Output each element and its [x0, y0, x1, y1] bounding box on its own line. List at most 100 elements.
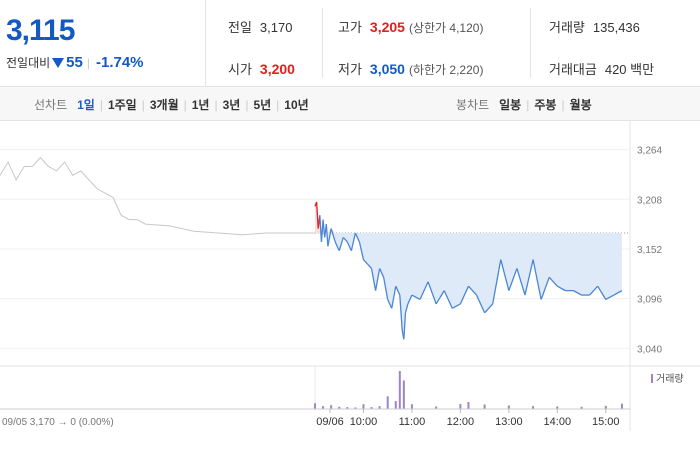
price-segment [399, 295, 403, 331]
tab-10y[interactable]: 10년 [284, 98, 309, 112]
tab-3y[interactable]: 3년 [222, 98, 241, 112]
volume-bar [362, 404, 365, 409]
y-tick-label: 3,208 [637, 195, 662, 206]
price-segment [391, 286, 397, 309]
stat-volume: 거래량 135,436 [549, 17, 640, 36]
x-tick-label: 11:00 [399, 416, 426, 428]
price-segment [404, 303, 409, 313]
change-value: 55 [66, 54, 83, 71]
tab-1y[interactable]: 1년 [191, 98, 210, 112]
tab-separator: | [245, 98, 249, 112]
stat-high: 고가 3,205 (상한가 4,120) [338, 17, 483, 36]
volume-bar [483, 404, 486, 409]
y-tick-label: 3,040 [637, 344, 662, 355]
price-segment [451, 303, 461, 309]
tab-separator: | [214, 98, 218, 112]
prev-day-line [0, 156, 315, 236]
volume-legend: 거래량 [656, 373, 684, 385]
stat-value: 3,200 [259, 61, 295, 77]
line-chart-tabs: 선차트 1일 | 1주일 | 3개월 | 1년 | 3년 | 5년 | 10년 [34, 96, 309, 113]
price-segment [516, 268, 526, 296]
price-segment [370, 268, 377, 291]
price-segment [492, 259, 502, 305]
stat-turnover: 거래대금 420 백만 [549, 59, 654, 78]
upper-limit: (상한가 4,120) [408, 21, 484, 35]
price-segment [475, 294, 486, 314]
divider [322, 8, 323, 78]
price-segment [374, 268, 381, 291]
tab-monthly[interactable]: 월봉 [569, 98, 592, 112]
stat-value: 135,436 [592, 20, 640, 35]
volume-bar [467, 402, 470, 409]
price-segment [346, 241, 352, 251]
price-segment [407, 294, 413, 305]
price-segment [484, 303, 494, 314]
price-segment [435, 290, 445, 305]
price-box: 3,115 전일대비 55 | -1.74% [0, 0, 206, 86]
stat-value: 3,170 [259, 20, 293, 35]
tab-daily[interactable]: 일봉 [499, 98, 522, 112]
volume-bar [532, 406, 535, 409]
volume-bar [580, 406, 583, 409]
x-tick-label: 10:00 [350, 416, 378, 428]
price-segment [548, 276, 558, 287]
volume-legend-swatch [651, 374, 653, 383]
stat-label: 거래량 [549, 20, 585, 35]
volume-bar [604, 405, 607, 409]
stat-value: 3,205 [369, 19, 405, 35]
current-price: 3,115 [6, 14, 75, 47]
tab-5y[interactable]: 5년 [253, 98, 272, 112]
price-segment [334, 241, 340, 251]
tab-separator: | [183, 98, 187, 112]
stat-label: 저가 [338, 62, 362, 77]
price-segment [362, 259, 368, 265]
tab-3m[interactable]: 3개월 [149, 98, 179, 112]
price-segment [387, 299, 393, 309]
volume-bar [314, 403, 316, 409]
price-segment [379, 268, 385, 278]
chart-tabs: 선차트 1일 | 1주일 | 3개월 | 1년 | 3년 | 5년 | 10년 봉차트 일봉 | 주봉 | 월봉 [0, 87, 700, 121]
volume-bar [330, 405, 333, 409]
price-segment [459, 285, 470, 305]
chart-area: 3,264 3,208 3,152 3,096 3,040 거래량 09/05 3,170 … [0, 121, 700, 450]
volume-bar [410, 404, 413, 409]
below-prev-fill [315, 232, 622, 340]
stat-label: 시가 [228, 62, 252, 77]
tab-1w[interactable]: 1주일 [107, 98, 137, 112]
tab-separator: | [141, 98, 145, 112]
volume-bar [507, 405, 510, 409]
down-triangle-icon [52, 58, 65, 68]
divider [530, 8, 531, 78]
volume-bar [322, 406, 325, 409]
lower-limit: (하한가 2,220) [408, 63, 484, 77]
price-segment [315, 201, 319, 229]
x-tick-label: 12:00 [447, 416, 475, 428]
tab-separator: | [526, 98, 530, 112]
x-tick-label: 09/06 [316, 416, 344, 428]
price-segment [327, 228, 332, 247]
volume-bar [394, 401, 397, 409]
price-segment [443, 290, 453, 309]
candle-chart-label: 봉차트 [456, 98, 490, 112]
tab-1d[interactable]: 1일 [77, 98, 95, 112]
volume-bar [386, 396, 389, 409]
tab-separator: | [99, 98, 103, 112]
price-segment [597, 285, 607, 300]
volume-bar [398, 371, 401, 409]
price-segment [325, 224, 329, 247]
price-segment [330, 228, 336, 243]
change-label: 전일대비 [6, 56, 51, 70]
volume-bar [370, 407, 373, 409]
stat-label: 전일 [228, 20, 252, 35]
price-segment [342, 236, 348, 243]
stat-label: 고가 [338, 20, 362, 35]
price-segment [383, 277, 389, 300]
tab-separator: | [276, 98, 280, 112]
volume-bar [620, 403, 623, 409]
stat-prev-close: 전일 3,170 [228, 17, 292, 36]
change-row: 전일대비 55 | -1.74% [6, 54, 144, 71]
stat-low: 저가 3,050 (하한가 2,220) [338, 59, 483, 78]
candle-chart-tabs: 봉차트 일봉 | 주봉 | 월봉 [456, 96, 592, 113]
tab-weekly[interactable]: 주봉 [534, 98, 557, 112]
volume-bar [378, 406, 381, 409]
